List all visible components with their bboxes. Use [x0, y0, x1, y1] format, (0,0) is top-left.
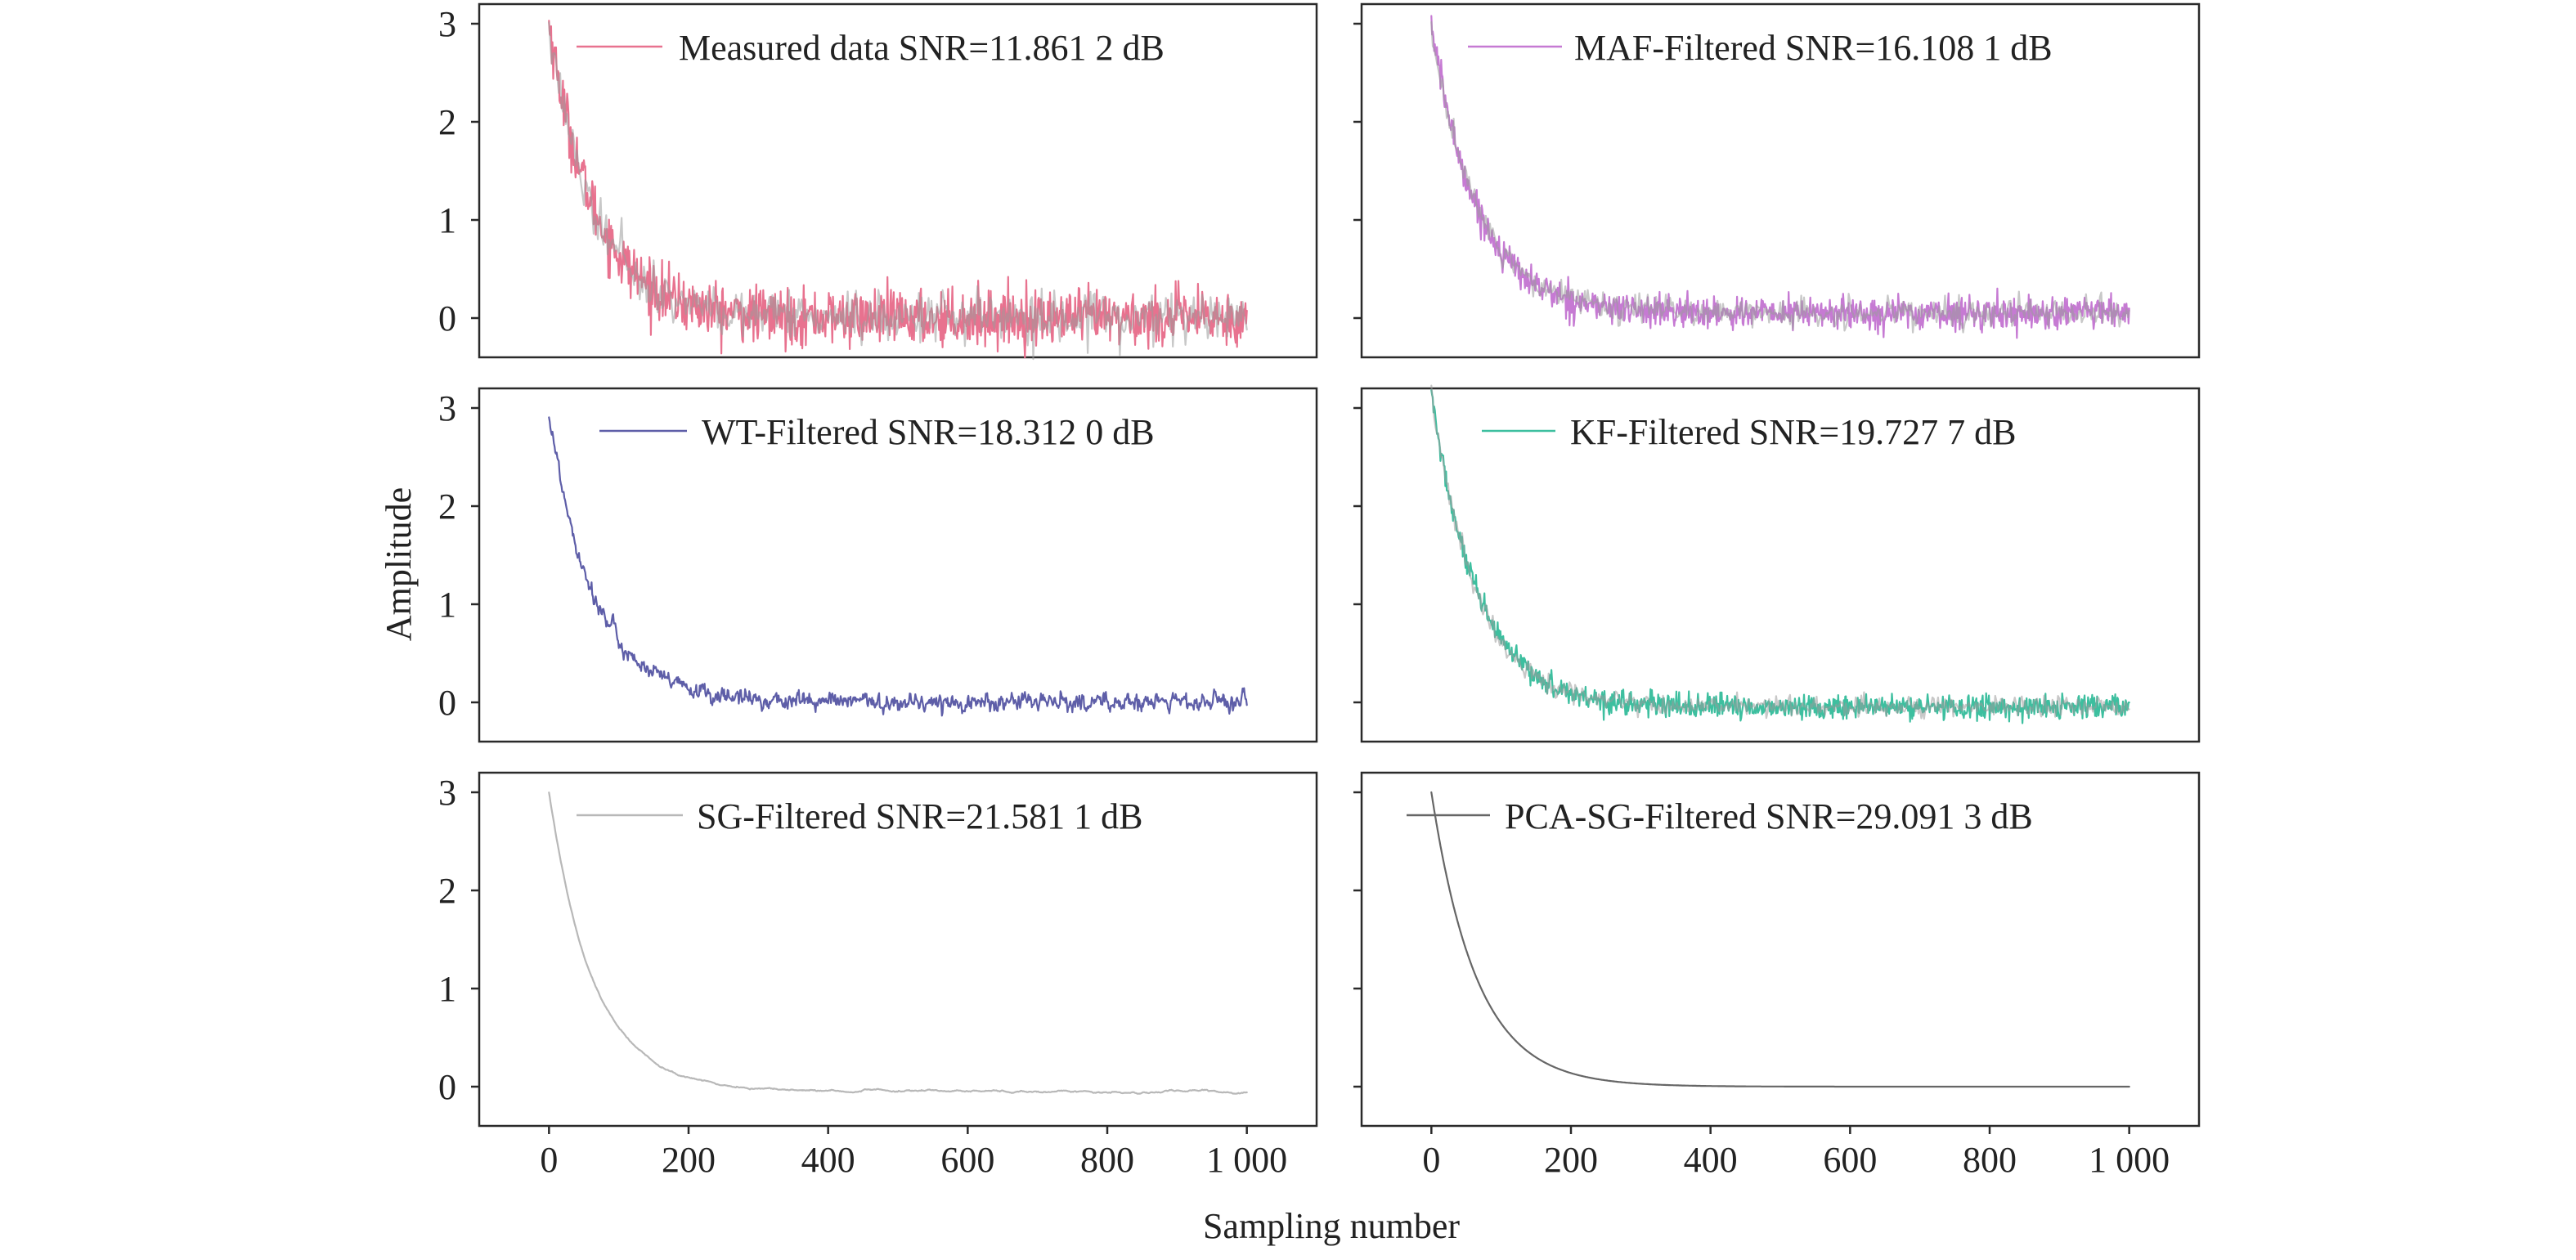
y-tick-label: 3	[438, 773, 456, 813]
x-tick-label: 200	[662, 1140, 716, 1180]
series-line-overlay	[1430, 384, 2130, 720]
panel-measured: 0 1 2 3 Measured data SNR=11.861 2 dB	[438, 2, 1318, 361]
y-tick-label: 0	[438, 1067, 456, 1107]
panel-kf: KF-Filtered SNR=19.727 7 dB	[1353, 384, 2201, 743]
panel-frame	[1360, 387, 2201, 743]
panel-frame	[1360, 771, 2201, 1128]
panel-maf: MAF-Filtered SNR=16.108 1 dB	[1353, 2, 2201, 359]
panels: 0 1 2 3 Measured data SNR=11.861 2 dB MAF-Fil…	[438, 2, 2201, 1180]
x-tick-label: 800	[1080, 1140, 1134, 1180]
x-tick-label: 0	[540, 1140, 558, 1180]
y-tick-label: 2	[438, 102, 456, 142]
x-tick-label: 0	[1422, 1140, 1440, 1180]
legend-label: Measured data SNR=11.861 2 dB	[679, 28, 1165, 68]
legend-label: SG-Filtered SNR=21.581 1 dB	[697, 796, 1143, 836]
y-tick-label: 0	[438, 298, 456, 339]
y-tick-label: 1	[438, 969, 456, 1009]
x-axis-title: Sampling number	[1203, 1206, 1460, 1246]
legend-label: KF-Filtered SNR=19.727 7 dB	[1570, 412, 2017, 452]
panel-frame	[478, 387, 1318, 743]
panel-sg: 0 1 2 3 0 200 400 600 800 1 000 SG-Filtered SNR=21…	[438, 771, 1318, 1180]
series-line-overlay	[1430, 20, 2130, 334]
series-line-overlay	[548, 21, 1248, 361]
y-tick-label: 3	[438, 388, 456, 428]
series-line-wt	[548, 416, 1248, 717]
x-tick-label: 1 000	[2089, 1140, 2170, 1180]
x-tick-label: 600	[1823, 1140, 1877, 1180]
x-tick-label: 600	[940, 1140, 994, 1180]
x-tick-label: 400	[1684, 1140, 1738, 1180]
panel-wt: 0 1 2 3 WT-Filtered SNR=18.312 0 dB	[438, 387, 1318, 743]
x-tick-label: 800	[1963, 1140, 2017, 1180]
x-tick-label: 400	[801, 1140, 855, 1180]
panel-pca_sg: 0 200 400 600 800 1 000 PCA-SG-Filtered SNR=29…	[1353, 771, 2201, 1180]
series-line-sg	[548, 791, 1248, 1095]
series-line-pca_sg	[1430, 791, 2130, 1088]
y-tick-label: 1	[438, 200, 456, 240]
y-axis-title: Amplitude	[379, 487, 419, 641]
x-tick-label: 200	[1544, 1140, 1598, 1180]
y-tick-label: 3	[438, 4, 456, 44]
legend-label: WT-Filtered SNR=18.312 0 dB	[702, 412, 1155, 452]
y-tick-label: 2	[438, 487, 456, 527]
series-line-measured	[548, 20, 1248, 359]
panel-frame	[478, 771, 1318, 1128]
x-tick-label: 1 000	[1206, 1140, 1287, 1180]
y-tick-label: 0	[438, 683, 456, 723]
legend-label: PCA-SG-Filtered SNR=29.091 3 dB	[1505, 796, 2033, 836]
y-tick-label: 1	[438, 585, 456, 625]
panel-frame	[1360, 2, 2201, 359]
y-tick-label: 2	[438, 871, 456, 911]
legend-label: MAF-Filtered SNR=16.108 1 dB	[1574, 28, 2053, 68]
panel-frame	[478, 2, 1318, 359]
